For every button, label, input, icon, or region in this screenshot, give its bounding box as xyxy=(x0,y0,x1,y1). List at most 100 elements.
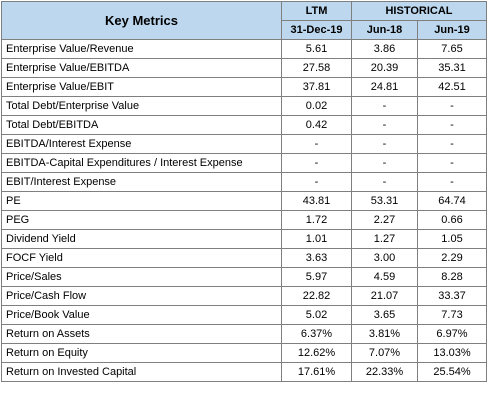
table-body: Enterprise Value/Revenue 5.61 3.86 7.65 Ente… xyxy=(1,39,487,382)
ltm-value: 5.02 xyxy=(281,305,352,325)
jun18-value: 53.31 xyxy=(351,191,418,211)
metric-label: Price/Book Value xyxy=(1,305,282,325)
metric-label: Dividend Yield xyxy=(1,229,282,249)
col-header-jun19: Jun-19 xyxy=(417,20,487,40)
col-header-ltm-date: 31-Dec-19 xyxy=(281,20,352,40)
table-row: EBITDA/Interest Expense - - - xyxy=(1,134,487,154)
jun19-value: - xyxy=(417,153,487,173)
jun18-value: - xyxy=(351,96,418,116)
metric-label: Enterprise Value/EBITDA xyxy=(1,58,282,78)
jun19-value: 33.37 xyxy=(417,286,487,306)
jun18-value: 21.07 xyxy=(351,286,418,306)
table-title: Key Metrics xyxy=(1,1,282,40)
historical-header: HISTORICAL xyxy=(351,1,487,21)
ltm-value: - xyxy=(281,134,352,154)
jun18-value: - xyxy=(351,115,418,135)
ltm-value: 22.82 xyxy=(281,286,352,306)
jun18-value: 3.00 xyxy=(351,248,418,268)
jun18-value: 3.86 xyxy=(351,39,418,59)
jun19-value: - xyxy=(417,172,487,192)
table-row: Enterprise Value/EBITDA 27.58 20.39 35.31 xyxy=(1,58,487,78)
table-row: Total Debt/Enterprise Value 0.02- - xyxy=(1,96,487,116)
table-row: FOCF Yield 3.63 3.00 2.29 xyxy=(1,248,487,268)
ltm-value: 17.61% xyxy=(281,362,352,382)
jun18-value: 3.65 xyxy=(351,305,418,325)
ltm-header: LTM xyxy=(281,1,352,21)
metric-label: Enterprise Value/EBIT xyxy=(1,77,282,97)
table-row: EBIT/Interest Expense - - - xyxy=(1,172,487,192)
table-row: EBITDA-Capital Expenditures / Interest E… xyxy=(1,153,487,173)
jun19-value: 2.29 xyxy=(417,248,487,268)
table-row: Return on Assets 6.37% 3.81% 6.97% xyxy=(1,324,487,344)
table-row: PE 43.81 53.31 64.74 xyxy=(1,191,487,211)
table-row: Enterprise Value/Revenue 5.61 3.86 7.65 xyxy=(1,39,487,59)
table-row: PEG 1.72 2.27 0.66 xyxy=(1,210,487,230)
jun19-value: 42.51 xyxy=(417,77,487,97)
metric-label: Price/Sales xyxy=(1,267,282,287)
jun19-value: 13.03% xyxy=(417,343,487,363)
header-row-dates: 31-Dec-19 Jun-18 Jun-19 xyxy=(2,20,487,40)
metric-label: PEG xyxy=(1,210,282,230)
ltm-value: 12.62% xyxy=(281,343,352,363)
ltm-value: - xyxy=(281,153,352,173)
jun18-value: 22.33% xyxy=(351,362,418,382)
ltm-value: 0.02 xyxy=(281,96,352,116)
table-row: Return on Invested Capital 17.61% 22.33% 25… xyxy=(1,362,487,382)
jun18-value: - xyxy=(351,134,418,154)
col-header-jun18: Jun-18 xyxy=(351,20,418,40)
metric-label: EBIT/Interest Expense xyxy=(1,172,282,192)
jun19-value: 8.28 xyxy=(417,267,487,287)
key-metrics-table: Key Metrics LTM HISTORICAL 31-Dec-19 Jun… xyxy=(1,1,487,382)
metric-label: Return on Invested Capital xyxy=(1,362,282,382)
jun18-value: 1.27 xyxy=(351,229,418,249)
table-row: Return on Equity 12.62% 7.07% 13.03% xyxy=(1,343,487,363)
ltm-value: 5.61 xyxy=(281,39,352,59)
metric-label: EBITDA/Interest Expense xyxy=(1,134,282,154)
metric-label: PE xyxy=(1,191,282,211)
ltm-value: 1.72 xyxy=(281,210,352,230)
metric-label: Return on Equity xyxy=(1,343,282,363)
metric-label: Total Debt/EBITDA xyxy=(1,115,282,135)
ltm-value: 1.01 xyxy=(281,229,352,249)
ltm-value: 43.81 xyxy=(281,191,352,211)
metric-label: Enterprise Value/Revenue xyxy=(1,39,282,59)
ltm-value: 5.97 xyxy=(281,267,352,287)
table-row: Dividend Yield 1.01 1.27 1.05 xyxy=(1,229,487,249)
jun19-value: 64.74 xyxy=(417,191,487,211)
ltm-value: 37.81 xyxy=(281,77,352,97)
jun19-value: - xyxy=(417,115,487,135)
jun19-value: 0.66 xyxy=(417,210,487,230)
jun19-value: - xyxy=(417,96,487,116)
ltm-value: 27.58 xyxy=(281,58,352,78)
table-row: Total Debt/EBITDA 0.42- - xyxy=(1,115,487,135)
metric-label: FOCF Yield xyxy=(1,248,282,268)
metric-label: Return on Assets xyxy=(1,324,282,344)
jun19-value: 7.65 xyxy=(417,39,487,59)
metric-label: Total Debt/Enterprise Value xyxy=(1,96,282,116)
jun18-value: 2.27 xyxy=(351,210,418,230)
jun18-value: 24.81 xyxy=(351,77,418,97)
jun18-value: - xyxy=(351,153,418,173)
jun19-value: 25.54% xyxy=(417,362,487,382)
table-row: Price/Book Value 5.02 3.65 7.73 xyxy=(1,305,487,325)
ltm-value: - xyxy=(281,172,352,192)
header-row-top: Key Metrics LTM HISTORICAL xyxy=(1,1,487,40)
ltm-value: 3.63 xyxy=(281,248,352,268)
metric-label: Price/Cash Flow xyxy=(1,286,282,306)
ltm-value: 0.42 xyxy=(281,115,352,135)
metric-label: EBITDA-Capital Expenditures / Interest E… xyxy=(1,153,282,173)
jun19-value: 7.73 xyxy=(417,305,487,325)
jun18-value: 7.07% xyxy=(351,343,418,363)
jun19-value: 6.97% xyxy=(417,324,487,344)
jun18-value: - xyxy=(351,172,418,192)
table-row: Enterprise Value/EBIT 37.81 24.81 42.51 xyxy=(1,77,487,97)
jun18-value: 3.81% xyxy=(351,324,418,344)
jun19-value: - xyxy=(417,134,487,154)
table-row: Price/Cash Flow 22.82 21.07 33.37 xyxy=(1,286,487,306)
jun19-value: 35.31 xyxy=(417,58,487,78)
jun19-value: 1.05 xyxy=(417,229,487,249)
jun18-value: 4.59 xyxy=(351,267,418,287)
table-row: Price/Sales 5.97 4.59 8.28 xyxy=(1,267,487,287)
ltm-value: 6.37% xyxy=(281,324,352,344)
